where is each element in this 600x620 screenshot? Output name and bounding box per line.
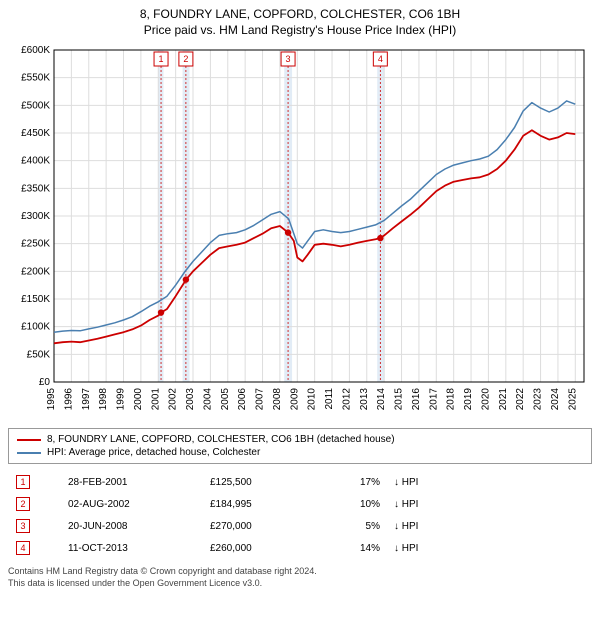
sale-hpi-label: ↓ HPI: [388, 472, 590, 492]
sale-price: £270,000: [204, 516, 324, 536]
svg-text:2016: 2016: [411, 388, 422, 411]
title-line-2: Price paid vs. HM Land Registry's House …: [8, 22, 592, 38]
svg-text:£350K: £350K: [21, 184, 50, 195]
sales-table: 128-FEB-2001£125,50017%↓ HPI202-AUG-2002…: [8, 470, 592, 560]
svg-text:2002: 2002: [168, 388, 179, 411]
sale-row: 4 11-OCT-2013£260,00014%↓ HPI: [10, 538, 590, 558]
sale-pct: 10%: [326, 494, 386, 514]
svg-text:£150K: £150K: [21, 294, 50, 305]
legend: 8, FOUNDRY LANE, COPFORD, COLCHESTER, CO…: [8, 428, 592, 464]
svg-text:4: 4: [378, 54, 383, 64]
svg-text:£200K: £200K: [21, 267, 50, 278]
svg-text:£500K: £500K: [21, 101, 50, 112]
svg-text:£50K: £50K: [27, 350, 51, 361]
svg-text:2020: 2020: [480, 388, 491, 411]
sale-marker-icon: 1: [16, 475, 30, 489]
svg-text:2022: 2022: [515, 388, 526, 411]
sale-price: £184,995: [204, 494, 324, 514]
legend-item: 8, FOUNDRY LANE, COPFORD, COLCHESTER, CO…: [17, 433, 583, 446]
svg-text:£0: £0: [39, 377, 51, 388]
svg-text:£250K: £250K: [21, 239, 50, 250]
sale-pct: 17%: [326, 472, 386, 492]
svg-text:1998: 1998: [98, 388, 109, 411]
svg-text:1999: 1999: [116, 388, 127, 411]
chart-title: 8, FOUNDRY LANE, COPFORD, COLCHESTER, CO…: [8, 6, 592, 38]
svg-text:£600K: £600K: [21, 45, 50, 56]
svg-text:2: 2: [183, 54, 188, 64]
sale-date: 20-JUN-2008: [62, 516, 202, 536]
svg-text:2023: 2023: [533, 388, 544, 411]
sale-hpi-label: ↓ HPI: [388, 516, 590, 536]
legend-swatch: [17, 439, 41, 441]
legend-swatch: [17, 452, 41, 454]
footer-line-2: This data is licensed under the Open Gov…: [8, 578, 592, 590]
footer-line-1: Contains HM Land Registry data © Crown c…: [8, 566, 592, 578]
svg-text:3: 3: [286, 54, 291, 64]
sale-date: 11-OCT-2013: [62, 538, 202, 558]
svg-text:2004: 2004: [202, 388, 213, 411]
svg-text:2013: 2013: [359, 388, 370, 411]
sale-pct: 14%: [326, 538, 386, 558]
svg-text:1997: 1997: [81, 388, 92, 411]
sale-price: £125,500: [204, 472, 324, 492]
line-chart-svg: £0 £50K £100K £150K £200K £250K £300K £350K £400…: [8, 42, 592, 422]
svg-text:1: 1: [159, 54, 164, 64]
sale-marker-icon: 3: [16, 519, 30, 533]
svg-text:2008: 2008: [272, 388, 283, 411]
sale-date: 28-FEB-2001: [62, 472, 202, 492]
svg-text:2019: 2019: [463, 388, 474, 411]
svg-text:£450K: £450K: [21, 128, 50, 139]
footer-attribution: Contains HM Land Registry data © Crown c…: [8, 566, 592, 589]
svg-text:2021: 2021: [498, 388, 509, 411]
svg-text:2001: 2001: [150, 388, 161, 411]
svg-text:£400K: £400K: [21, 156, 50, 167]
svg-text:2009: 2009: [289, 388, 300, 411]
svg-text:2011: 2011: [324, 388, 335, 410]
svg-text:1995: 1995: [46, 388, 57, 411]
legend-item: HPI: Average price, detached house, Colc…: [17, 446, 583, 459]
svg-text:2006: 2006: [237, 388, 248, 411]
svg-text:2014: 2014: [376, 388, 387, 411]
sale-date: 02-AUG-2002: [62, 494, 202, 514]
svg-text:£100K: £100K: [21, 322, 50, 333]
sale-hpi-label: ↓ HPI: [388, 538, 590, 558]
svg-text:2018: 2018: [446, 388, 457, 411]
sale-row: 1 28-FEB-2001£125,50017%↓ HPI: [10, 472, 590, 492]
legend-label: 8, FOUNDRY LANE, COPFORD, COLCHESTER, CO…: [47, 434, 395, 445]
svg-text:2005: 2005: [220, 388, 231, 411]
svg-text:2000: 2000: [133, 388, 144, 411]
legend-label: HPI: Average price, detached house, Colc…: [47, 447, 260, 458]
svg-text:£300K: £300K: [21, 211, 50, 222]
sale-row: 3 20-JUN-2008£270,0005%↓ HPI: [10, 516, 590, 536]
sale-price: £260,000: [204, 538, 324, 558]
svg-text:£550K: £550K: [21, 73, 50, 84]
sale-hpi-label: ↓ HPI: [388, 494, 590, 514]
svg-text:1996: 1996: [63, 388, 74, 411]
sale-marker-icon: 4: [16, 541, 30, 555]
svg-text:2017: 2017: [428, 388, 439, 411]
chart-container: 8, FOUNDRY LANE, COPFORD, COLCHESTER, CO…: [0, 0, 600, 598]
svg-text:2003: 2003: [185, 388, 196, 411]
sale-row: 2 02-AUG-2002£184,99510%↓ HPI: [10, 494, 590, 514]
svg-text:2007: 2007: [255, 388, 266, 411]
sale-pct: 5%: [326, 516, 386, 536]
svg-text:2025: 2025: [567, 388, 578, 411]
title-line-1: 8, FOUNDRY LANE, COPFORD, COLCHESTER, CO…: [8, 6, 592, 22]
svg-text:2010: 2010: [307, 388, 318, 411]
svg-text:2024: 2024: [550, 388, 561, 411]
sale-marker-icon: 2: [16, 497, 30, 511]
svg-text:2012: 2012: [341, 388, 352, 411]
svg-text:2015: 2015: [394, 388, 405, 411]
chart-area: £0 £50K £100K £150K £200K £250K £300K £350K £400…: [8, 42, 592, 422]
